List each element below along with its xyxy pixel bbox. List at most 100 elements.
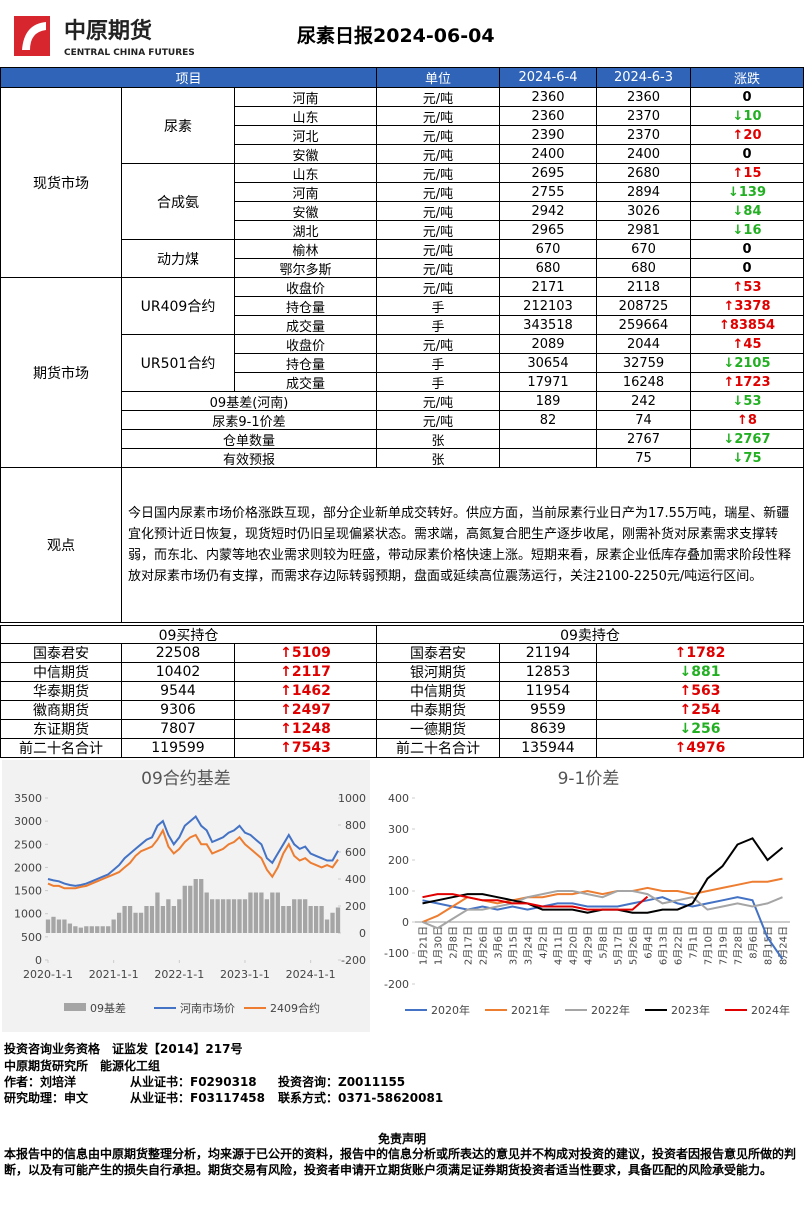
change: ↓256 bbox=[597, 720, 804, 739]
y-tick-label: 200 bbox=[388, 854, 409, 867]
unit: 手 bbox=[377, 297, 500, 316]
y-tick-label: 1500 bbox=[14, 885, 42, 898]
broker: 中泰期货 bbox=[377, 701, 500, 720]
department: 中原期货研究所 能源化工组 bbox=[4, 1059, 161, 1073]
subgroup-label: 动力煤 bbox=[122, 240, 235, 278]
bar bbox=[56, 919, 62, 933]
y-tick-label: 0 bbox=[402, 916, 409, 929]
change: ↑1462 bbox=[235, 682, 377, 701]
legend-label: 2024年 bbox=[751, 1003, 790, 1017]
x-tick-label: 2023-1-1 bbox=[220, 968, 270, 981]
value-prev: 2894 bbox=[597, 183, 691, 202]
value-prev: 2767 bbox=[597, 430, 691, 449]
legend-label: 2022年 bbox=[591, 1003, 630, 1017]
value-prev: 2400 bbox=[597, 145, 691, 164]
unit: 元/吨 bbox=[377, 278, 500, 297]
bar bbox=[259, 892, 264, 933]
y-tick-label: 300 bbox=[388, 823, 409, 836]
holding: 135944 bbox=[500, 739, 597, 758]
bar bbox=[324, 919, 330, 933]
bar bbox=[100, 926, 105, 933]
change: ↑3378 bbox=[691, 297, 804, 316]
x-tick-label: 7月1日 bbox=[688, 926, 700, 959]
holding: 9306 bbox=[122, 701, 235, 720]
value-today: 2400 bbox=[500, 145, 597, 164]
x-tick-label: 4月2日 bbox=[538, 926, 550, 959]
x-tick-label: 4月29日 bbox=[583, 926, 595, 965]
x-tick-label: 8月15日 bbox=[763, 926, 775, 965]
value-prev: 16248 bbox=[597, 373, 691, 392]
holding: 21194 bbox=[500, 644, 597, 663]
x-tick-label: 7月28日 bbox=[733, 926, 745, 965]
item-name: 山东 bbox=[235, 164, 377, 183]
value-today: 2089 bbox=[500, 335, 597, 354]
value-prev: 670 bbox=[597, 240, 691, 259]
item-name: 安徽 bbox=[235, 202, 377, 221]
x-tick-label: 2月8日 bbox=[448, 926, 460, 959]
y2-tick-label: 200 bbox=[345, 900, 366, 913]
item-name: 河北 bbox=[235, 126, 377, 145]
bar bbox=[286, 906, 291, 933]
bar bbox=[308, 906, 313, 933]
item-name: 尿素9-1价差 bbox=[122, 411, 377, 430]
holding: 10402 bbox=[122, 663, 235, 682]
group-label: 现货市场 bbox=[0, 88, 122, 278]
bar bbox=[133, 912, 138, 933]
bar bbox=[127, 906, 133, 933]
x-tick-label: 8月6日 bbox=[748, 926, 760, 959]
broker: 华泰期货 bbox=[0, 682, 122, 701]
item-name: 鄂尔多斯 bbox=[235, 259, 377, 278]
opinion-text: 今日国内尿素市场价格涨跌互现，部分企业新单成交转好。供应方面，当前尿素行业日产为… bbox=[122, 468, 804, 623]
value-today: 17971 bbox=[500, 373, 597, 392]
value-prev: 2118 bbox=[597, 278, 691, 297]
unit: 元/吨 bbox=[377, 392, 500, 411]
unit: 元/吨 bbox=[377, 183, 500, 202]
change: ↑254 bbox=[597, 701, 804, 720]
change: ↑8 bbox=[691, 411, 804, 430]
unit: 元/吨 bbox=[377, 145, 500, 164]
change: ↑1723 bbox=[691, 373, 804, 392]
value-today: 212103 bbox=[500, 297, 597, 316]
bar bbox=[122, 906, 127, 933]
change: ↑4976 bbox=[597, 739, 804, 758]
x-tick-label: 5月17日 bbox=[613, 926, 625, 965]
chart-title: 9-1价差 bbox=[558, 769, 620, 789]
chart-title: 09合约基差 bbox=[141, 769, 231, 789]
logo-shape bbox=[22, 22, 46, 50]
y2-tick-label: -200 bbox=[341, 954, 366, 967]
y2-tick-label: 1000 bbox=[338, 792, 366, 805]
x-tick-label: 6月22日 bbox=[673, 926, 685, 965]
change: ↑45 bbox=[691, 335, 804, 354]
subgroup-label: 尿素 bbox=[122, 88, 235, 164]
bar bbox=[199, 879, 204, 933]
y2-tick-label: 800 bbox=[345, 819, 366, 832]
broker: 前二十名合计 bbox=[0, 739, 122, 758]
item-name: 仓单数量 bbox=[122, 430, 377, 449]
holding: 7807 bbox=[122, 720, 235, 739]
chart: 09合约基差0500100015002000250030003500-20002… bbox=[2, 760, 370, 1032]
y-tick-label: 1000 bbox=[14, 908, 42, 921]
value-prev: 2370 bbox=[597, 107, 691, 126]
x-tick-label: 6月13日 bbox=[658, 926, 670, 965]
value-prev: 2370 bbox=[597, 126, 691, 145]
legend-label: 2409合约 bbox=[270, 1001, 320, 1015]
x-tick-label: 3月24日 bbox=[523, 926, 535, 965]
value-prev: 680 bbox=[597, 259, 691, 278]
holding: 9559 bbox=[500, 701, 597, 720]
item-name: 09基差(河南) bbox=[122, 392, 377, 411]
holding: 12853 bbox=[500, 663, 597, 682]
value-prev: 75 bbox=[597, 449, 691, 468]
value-today: 2171 bbox=[500, 278, 597, 297]
value-today: 82 bbox=[500, 411, 597, 430]
x-tick-label: 4月20日 bbox=[568, 926, 580, 965]
positions-title: 09买持仓 bbox=[0, 625, 377, 644]
unit: 元/吨 bbox=[377, 240, 500, 259]
title: 尿素日报2024-06-04 bbox=[297, 24, 495, 47]
change: ↓2105 bbox=[691, 354, 804, 373]
change: ↓53 bbox=[691, 392, 804, 411]
assistant-cert: 从业证书：F03117458 bbox=[130, 1091, 265, 1105]
author: 作者：刘培洋 bbox=[4, 1075, 77, 1089]
bar bbox=[144, 906, 149, 933]
x-tick-label: 2021-1-1 bbox=[89, 968, 139, 981]
item-name: 持仓量 bbox=[235, 354, 377, 373]
